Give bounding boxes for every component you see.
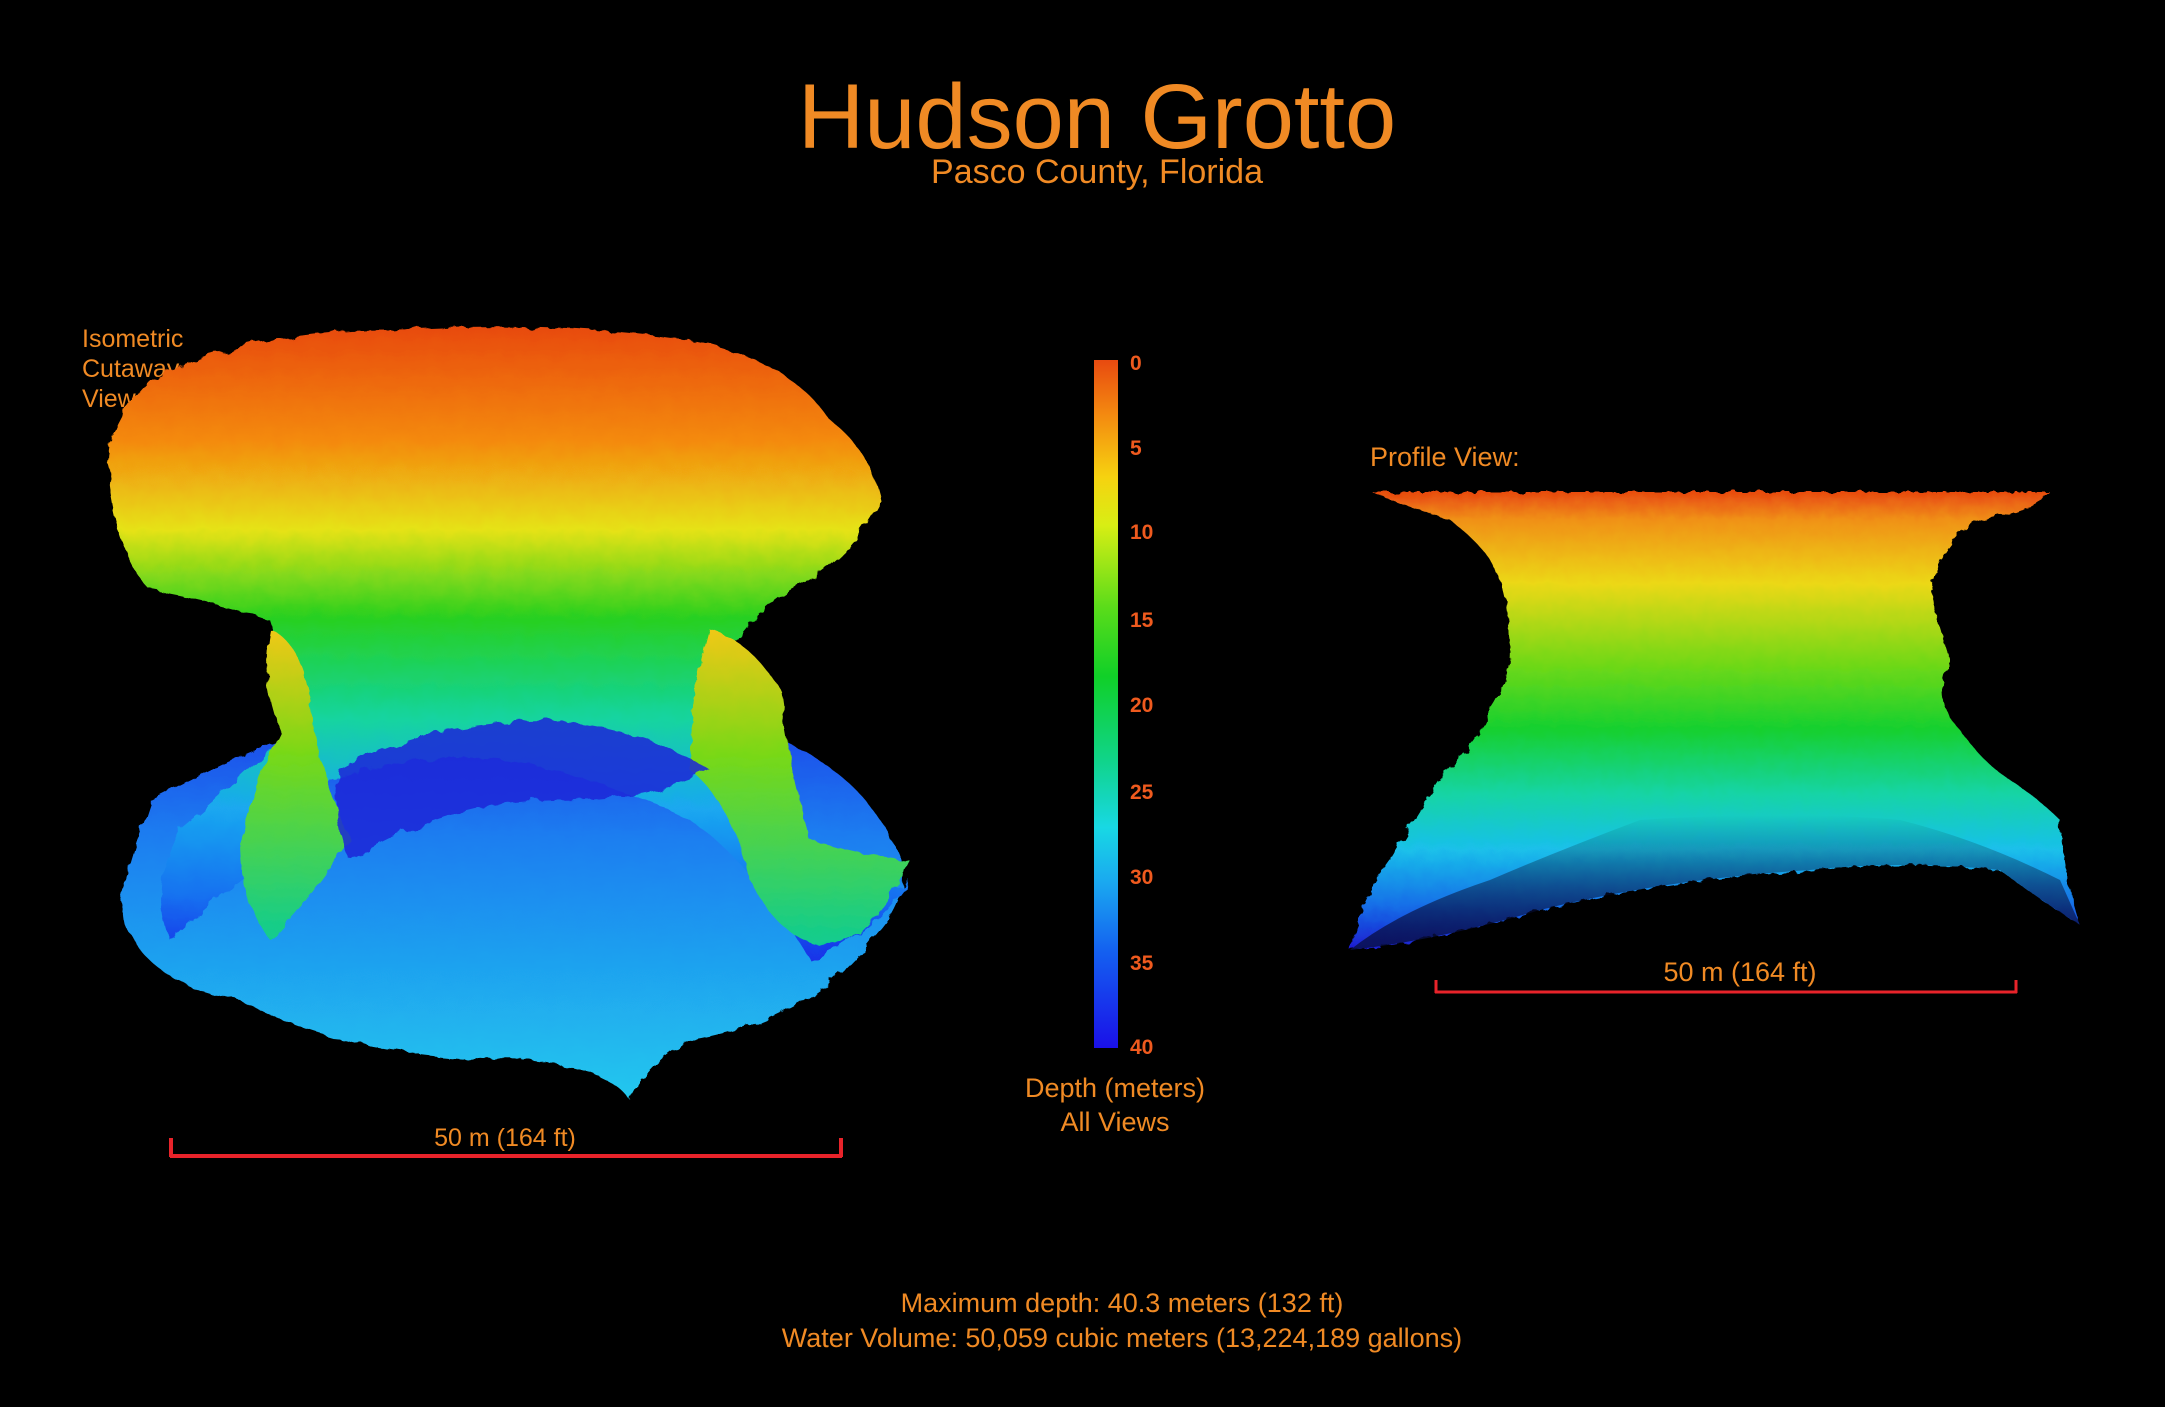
isometric-cutaway-render	[108, 326, 911, 1100]
profile-view-label: Profile View:	[1370, 442, 1520, 472]
isometric-view-label: Isometric Cutaway View	[82, 324, 183, 414]
profile-view-render	[1350, 492, 2080, 950]
isometric-scale-bar	[169, 1138, 843, 1158]
colorbar-caption-line2: All Views	[1060, 1107, 1170, 1137]
isometric-label-line1: Isometric	[82, 325, 184, 353]
max-depth-stat: Maximum depth: 40.3 meters (132 ft)	[900, 1288, 1344, 1318]
page-subtitle: Pasco County, Florida	[931, 153, 1263, 191]
colorbar-tick-0: 0	[1130, 352, 1142, 375]
colorbar-tick-40: 40	[1130, 1036, 1154, 1059]
page-title: Hudson Grotto	[797, 66, 1397, 168]
water-volume-stat: Water Volume: 50,059 cubic meters (13,22…	[781, 1323, 1463, 1353]
colorbar-tick-25: 25	[1130, 781, 1154, 804]
colorbar-caption-line1: Depth (meters)	[1024, 1073, 1206, 1103]
colorbar-tick-10: 10	[1130, 521, 1154, 544]
colorbar-tick-20: 20	[1130, 694, 1154, 717]
colorbar-tick-30: 30	[1130, 866, 1154, 889]
colorbar-tick-5: 5	[1130, 437, 1142, 460]
colorbar-tick-35: 35	[1130, 952, 1154, 975]
profile-scale-label: 50 m (164 ft)	[1663, 957, 1817, 987]
colorbar-tick-15: 15	[1130, 609, 1154, 632]
profile-scale-bar	[1434, 980, 2018, 994]
isometric-scale-label: 50 m (164 ft)	[434, 1124, 576, 1152]
depth-colorbar	[1094, 360, 1118, 1048]
